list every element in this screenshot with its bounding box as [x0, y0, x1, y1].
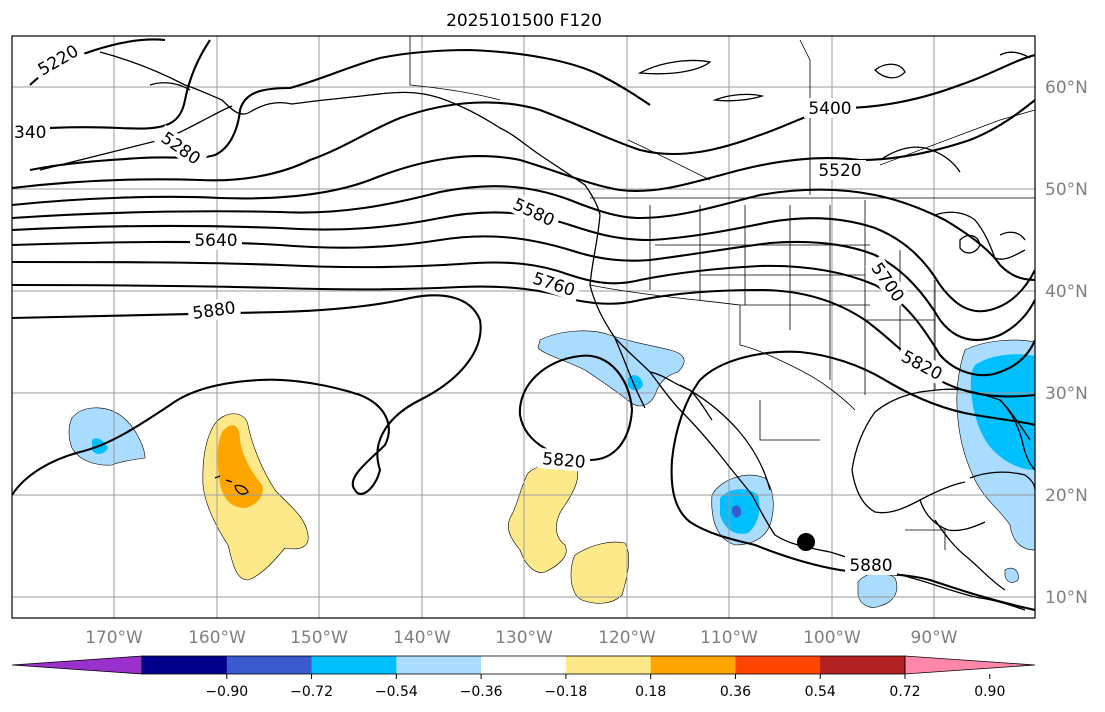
- colorbar: −0.90 −0.72 −0.54 −0.36 −0.18 0.18 0.36 0.54 0.7…: [11, 655, 1036, 700]
- positive-anomaly-subtropical-2: [570, 541, 630, 604]
- colorbar-segment: [735, 656, 821, 674]
- colorbar-segment: [481, 656, 567, 674]
- strong-positive-anomaly-hawaii: [217, 425, 263, 508]
- colorbar-segment: [226, 656, 313, 674]
- strong-negative-mexico-coast: [732, 505, 742, 518]
- colorbar-segment: [396, 656, 482, 674]
- colorbar-tick-label: 0.54: [805, 684, 836, 700]
- colorbar-frame: [141, 655, 906, 675]
- storm-center-dot: [797, 533, 815, 551]
- contour-label-5520: 5520: [818, 161, 861, 181]
- map-frame: [11, 35, 1036, 619]
- colorbar-extend-low: [11, 655, 143, 675]
- lon-label: 170°W: [85, 628, 143, 648]
- longitude-labels: 170°W 160°W 150°W 140°W 130°W 120°W 110°…: [85, 628, 958, 648]
- colorbar-segment: [142, 656, 228, 674]
- lon-label: 160°W: [188, 628, 246, 648]
- colorbar-tick-label: −0.54: [375, 684, 418, 700]
- contour-label-5820-low: 5820: [541, 449, 586, 473]
- lat-label: 20°N: [1045, 486, 1088, 506]
- map-title: 2025101500 F120: [446, 11, 602, 31]
- colorbar-tick-label: 0.72: [889, 684, 920, 700]
- colorbar-tick-label: 0.36: [720, 684, 751, 700]
- lat-label: 40°N: [1045, 282, 1088, 302]
- lon-label: 140°W: [393, 628, 451, 648]
- height-contours: [12, 38, 1035, 612]
- contour-label-5880-south: 5880: [849, 556, 892, 576]
- lat-label: 60°N: [1045, 78, 1088, 98]
- negative-anomaly-caribbean: [1004, 567, 1019, 583]
- lat-label: 10°N: [1045, 588, 1088, 608]
- shaded-fields: [68, 330, 1035, 608]
- colorbar-segment: [650, 656, 736, 674]
- colorbar-tick-label: −0.72: [290, 684, 333, 700]
- colorbar-segment: [820, 656, 906, 674]
- moderate-negative-gulf: [970, 354, 1035, 470]
- negative-anomaly-baja: [537, 330, 685, 407]
- lat-label: 50°N: [1045, 180, 1088, 200]
- colorbar-extend-high: [904, 655, 1036, 675]
- contour-label-5640: 5640: [194, 231, 237, 251]
- latitude-labels: 60°N 50°N 40°N 30°N 20°N 10°N: [1045, 78, 1088, 608]
- lon-label: 110°W: [700, 628, 758, 648]
- colorbar-tick-label: −0.18: [544, 684, 587, 700]
- colorbar-segment: [311, 656, 397, 674]
- contour-label-5400: 5400: [808, 99, 851, 119]
- lon-label: 120°W: [598, 628, 656, 648]
- lon-label: 130°W: [495, 628, 553, 648]
- map-area: [12, 36, 1035, 618]
- lon-label: 150°W: [290, 628, 348, 648]
- lat-label: 30°N: [1045, 384, 1088, 404]
- colorbar-tick-label: 0.18: [635, 684, 666, 700]
- colorbar-tick-label: −0.36: [460, 684, 503, 700]
- lon-label: 100°W: [803, 628, 861, 648]
- contour-label-340: 340: [14, 123, 46, 143]
- colorbar-tick-label: −0.90: [205, 684, 248, 700]
- colorbar-tick-label: 0.90: [974, 684, 1005, 700]
- colorbar-segment: [565, 656, 652, 674]
- lon-label: 90°W: [911, 628, 958, 648]
